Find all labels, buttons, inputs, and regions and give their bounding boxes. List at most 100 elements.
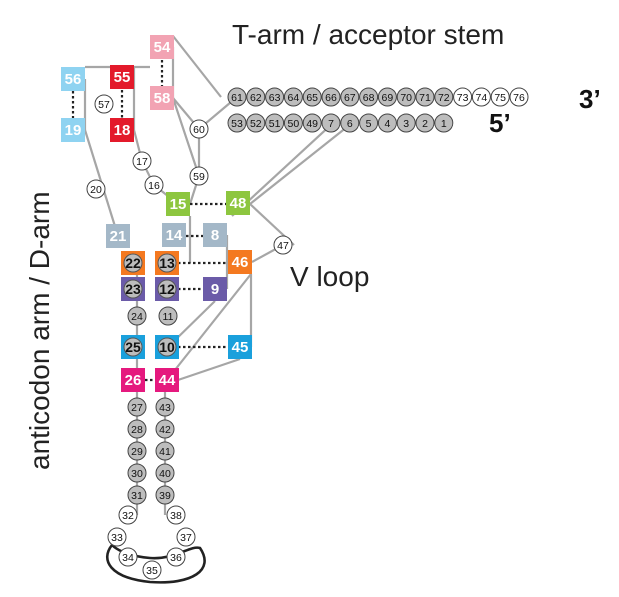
nucleotide-circle-label: 4 [384, 118, 390, 130]
v-loop-label: V loop [290, 261, 369, 292]
nucleotide-circle-shape [471, 87, 491, 107]
nucleotide-circle-label: 72 [438, 92, 450, 104]
nucleotide-circle-17: 17 [132, 151, 152, 171]
acceptor-top-nucleotide-65: 65 [302, 87, 322, 107]
nucleotide-circle-shape [86, 179, 106, 199]
nucleotide-circle-shape [434, 87, 454, 107]
nucleotide-box-label: 54 [154, 39, 171, 56]
nucleotide-circle-shape [273, 235, 293, 255]
nucleotide-circle-shape [176, 527, 196, 547]
nucleotide-box-label: 23 [125, 281, 141, 297]
nucleotide-box-label: 21 [110, 228, 127, 245]
acceptor-top-nucleotide-69: 69 [377, 87, 397, 107]
nucleotide-box-58: 58 [150, 86, 174, 110]
nucleotide-circle-shape [107, 527, 127, 547]
nucleotide-circle-shape [94, 94, 114, 114]
nucleotide-circle-shape [227, 113, 247, 133]
nucleotide-circle-label: 50 [288, 118, 300, 130]
acceptor-bottom-nucleotide-50: 50 [283, 113, 303, 133]
nucleotide-circle-label: 62 [250, 92, 262, 104]
nucleotide-circle-label: 38 [170, 510, 182, 522]
nucleotide-circle-shape [189, 119, 209, 139]
nucleotide-circle-label: 64 [288, 92, 300, 104]
nucleotide-circle-shape [359, 113, 379, 133]
nucleotide-circle-label: 41 [159, 446, 171, 458]
nucleotide-circle-label: 61 [231, 92, 243, 104]
nucleotide-box-8: 8 [203, 223, 227, 247]
nucleotide-circle-33: 33 [107, 527, 127, 547]
acceptor-bottom-nucleotide-2: 2 [415, 113, 435, 133]
connector-line [166, 273, 252, 381]
acceptor-top-nucleotide-74: 74 [471, 87, 491, 107]
acceptor-top-nucleotide-61: 61 [227, 87, 247, 107]
nucleotide-circle-60: 60 [189, 119, 209, 139]
acceptor-bottom-nucleotide-49: 49 [302, 113, 322, 133]
nucleotide-circle-shape [265, 113, 285, 133]
nucleotide-box-label: 8 [211, 227, 219, 244]
nucleotide-box-label: 48 [230, 195, 247, 212]
nucleotide-box-rect [61, 67, 85, 91]
nucleotide-circle-label: 70 [400, 92, 412, 104]
nucleotide-circle-20: 20 [86, 179, 106, 199]
nucleotide-circle-label: 28 [131, 424, 143, 436]
acceptor-bottom-nucleotide-4: 4 [377, 113, 397, 133]
nucleotide-circle-shape [127, 419, 147, 439]
nucleotide-circle-shape [132, 151, 152, 171]
nucleotide-circle-shape [155, 419, 175, 439]
nucleotide-circle-shape [246, 113, 266, 133]
nucleotide-circle-label: 32 [122, 510, 134, 522]
acceptor-top-nucleotide-67: 67 [340, 87, 360, 107]
nucleotide-circle-label: 52 [250, 118, 262, 130]
nucleotide-circle-label: 42 [159, 424, 171, 436]
nucleotide-box-label: 58 [154, 90, 171, 107]
nucleotide-circle-shape [490, 87, 510, 107]
nucleotide-circle-11: 11 [158, 306, 178, 326]
acceptor-top-nucleotide-71: 71 [415, 87, 435, 107]
nucleotide-box-rect [61, 118, 85, 142]
nucleotide-circle-34: 34 [118, 547, 138, 567]
nucleotide-circle-shape [340, 113, 360, 133]
nucleotide-circle-shape [302, 113, 322, 133]
nucleotide-circle-40: 40 [155, 463, 175, 483]
anticodon-d-arm-label: anticodon arm / D-arm [24, 191, 55, 470]
nucleotide-circle-label: 76 [513, 92, 525, 104]
nucleotide-box-label: 14 [166, 227, 183, 244]
acceptor-bottom-nucleotide-6: 6 [340, 113, 360, 133]
nucleotide-circle-label: 29 [131, 446, 143, 458]
nucleotide-circle-shape [189, 166, 209, 186]
nucleotide-circle-shape [377, 113, 397, 133]
nucleotide-circle-label: 24 [131, 311, 143, 323]
connector-line [172, 35, 222, 98]
nucleotide-circle-label: 30 [131, 468, 143, 480]
nucleotide-circle-37: 37 [176, 527, 196, 547]
nucleotide-circle-29: 29 [127, 441, 147, 461]
nucleotide-circle-label: 43 [159, 402, 171, 414]
acceptor-bottom-nucleotide-7: 7 [321, 113, 341, 133]
nucleotide-circle-shape [127, 306, 147, 326]
nucleotide-circle-35: 35 [142, 560, 162, 580]
nucleotide-circle-41: 41 [155, 441, 175, 461]
acceptor-bottom-nucleotide-1: 1 [434, 113, 454, 133]
nucleotide-circle-label: 47 [277, 240, 289, 252]
nucleotide-circle-label: 53 [231, 118, 243, 130]
nucleotide-box-15: 15 [166, 192, 190, 216]
nucleotide-box-rect [110, 118, 134, 142]
nucleotide-circle-31: 31 [127, 485, 147, 505]
nucleotide-circle-shape [396, 113, 416, 133]
acceptor-top-nucleotide-70: 70 [396, 87, 416, 107]
nucleotide-box-rect [150, 86, 174, 110]
acceptor-bottom-nucleotide-5: 5 [359, 113, 379, 133]
nucleotide-circle-label: 17 [136, 156, 148, 168]
nucleotide-box-21: 21 [106, 224, 130, 248]
nucleotide-circle-shape [340, 87, 360, 107]
nucleotide-circle-36: 36 [166, 547, 186, 567]
acceptor-bottom-nucleotide-51: 51 [265, 113, 285, 133]
nucleotide-box-10: 10 [155, 335, 179, 359]
nucleotide-circle-label: 37 [180, 532, 192, 544]
acceptor-top-nucleotide-64: 64 [283, 87, 303, 107]
nucleotide-circle-shape [158, 306, 178, 326]
nucleotide-circle-shape [118, 547, 138, 567]
nucleotide-inner-circle [123, 337, 143, 357]
